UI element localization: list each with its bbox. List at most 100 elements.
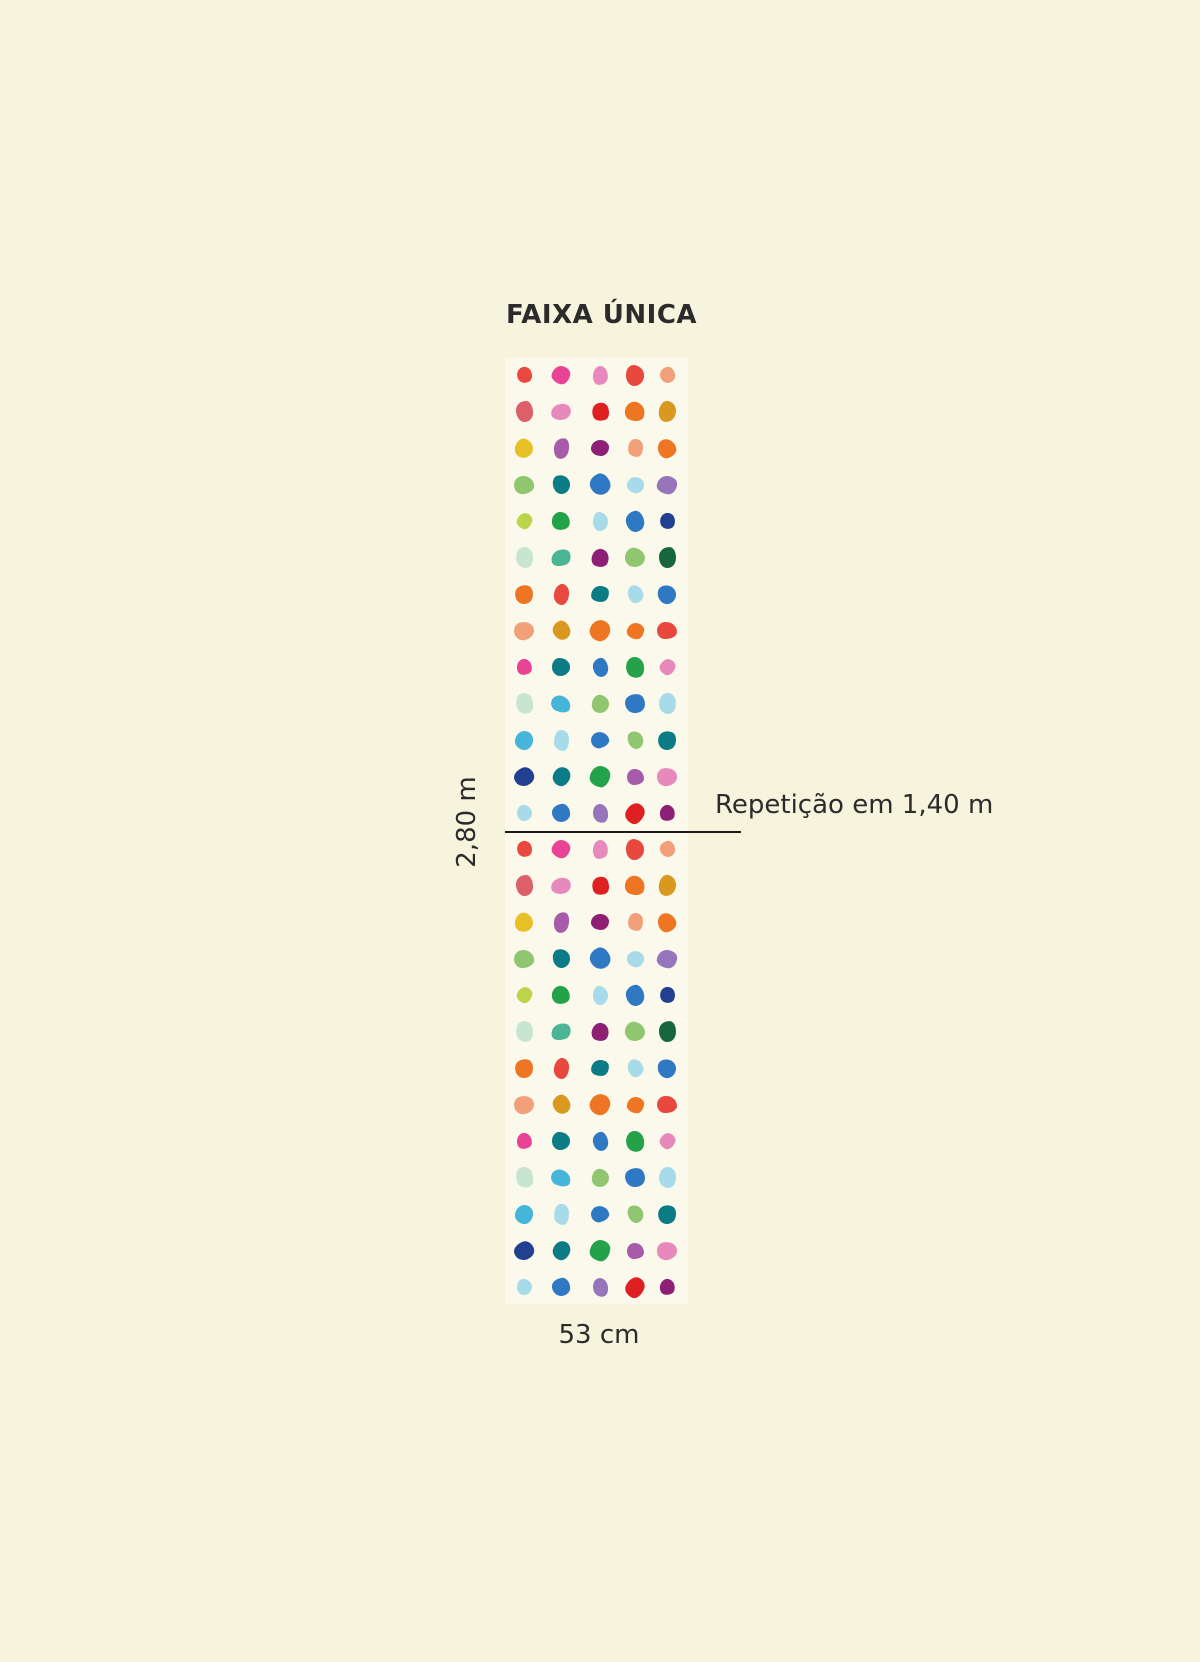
pattern-dot bbox=[655, 728, 679, 752]
pattern-dot bbox=[626, 912, 644, 932]
pattern-dot bbox=[552, 583, 570, 605]
pattern-dot bbox=[622, 799, 648, 827]
pattern-dot bbox=[512, 1093, 536, 1116]
pattern-dot bbox=[514, 1019, 534, 1044]
pattern-dot bbox=[624, 948, 646, 969]
pattern-dot bbox=[655, 1202, 679, 1226]
pattern-dot bbox=[624, 1203, 646, 1225]
pattern-dot bbox=[589, 874, 611, 897]
pattern-dot bbox=[549, 618, 573, 643]
pattern-dot bbox=[591, 656, 609, 678]
pattern-dot bbox=[623, 1128, 647, 1154]
pattern-dot bbox=[655, 581, 679, 607]
pattern-dot bbox=[622, 1273, 648, 1301]
pattern-dot bbox=[589, 546, 611, 569]
pattern-dot bbox=[591, 838, 609, 860]
pattern-dot bbox=[513, 582, 535, 606]
pattern-dot bbox=[622, 399, 648, 424]
pattern-dot bbox=[549, 838, 573, 860]
pattern-dot bbox=[590, 439, 610, 457]
pattern-dot bbox=[548, 1166, 574, 1189]
pattern-dot bbox=[655, 1055, 679, 1081]
pattern-dot bbox=[550, 803, 572, 823]
pattern-dot bbox=[658, 365, 676, 385]
pattern-dot bbox=[512, 619, 536, 642]
pattern-dot bbox=[590, 1059, 610, 1077]
pattern-dot bbox=[512, 691, 536, 716]
pattern-dot bbox=[657, 621, 677, 640]
pattern-dot bbox=[514, 729, 534, 751]
pattern-dot bbox=[592, 985, 608, 1005]
diagram-title: FAIXA ÚNICA bbox=[506, 300, 698, 330]
pattern-dot bbox=[624, 509, 646, 533]
pattern-dot bbox=[625, 583, 645, 605]
pattern-dot bbox=[656, 656, 678, 678]
pattern-dot bbox=[512, 435, 536, 461]
pattern-dot bbox=[591, 1130, 609, 1152]
pattern-dot bbox=[513, 838, 535, 860]
pattern-dot bbox=[515, 1131, 533, 1151]
pattern-dot bbox=[511, 1238, 537, 1263]
pattern-dot bbox=[624, 693, 646, 714]
pattern-dot bbox=[658, 1020, 676, 1043]
pattern-dot bbox=[550, 764, 572, 789]
pattern-dot bbox=[625, 364, 645, 386]
pattern-dot bbox=[588, 1238, 612, 1263]
pattern-dot bbox=[589, 1167, 611, 1188]
pattern-dot bbox=[514, 545, 534, 570]
pattern-dot bbox=[550, 473, 572, 496]
pattern-dot bbox=[513, 1056, 535, 1080]
pattern-dot bbox=[515, 657, 533, 677]
pattern-dot bbox=[552, 1057, 570, 1079]
pattern-dot bbox=[657, 984, 677, 1006]
pattern-dot bbox=[589, 730, 611, 750]
pattern-dot bbox=[622, 873, 648, 898]
repeat-label: Repetição em 1,40 m bbox=[715, 790, 994, 820]
pattern-dot bbox=[626, 1242, 644, 1259]
pattern-dot bbox=[549, 1092, 573, 1117]
pattern-dot bbox=[588, 764, 612, 789]
pattern-dot bbox=[656, 948, 678, 969]
pattern-dot bbox=[658, 1166, 676, 1189]
pattern-dot bbox=[590, 913, 610, 931]
pattern-dot bbox=[655, 910, 679, 934]
repeat-line bbox=[505, 831, 741, 833]
pattern-dot bbox=[549, 364, 573, 386]
pattern-dot bbox=[656, 1240, 678, 1261]
pattern-dot bbox=[656, 1130, 678, 1152]
pattern-dot bbox=[592, 511, 608, 531]
pattern-dot bbox=[548, 692, 574, 715]
pattern-dot bbox=[658, 692, 676, 715]
pattern-dot bbox=[549, 875, 573, 896]
pattern-dot bbox=[552, 729, 570, 751]
pattern-dot bbox=[658, 546, 676, 569]
pattern-dot bbox=[515, 874, 533, 897]
pattern-dot bbox=[586, 471, 614, 498]
pattern-dot bbox=[624, 729, 646, 751]
pattern-dot bbox=[549, 401, 573, 422]
pattern-dot bbox=[624, 1167, 646, 1188]
pattern-dot bbox=[550, 1277, 572, 1297]
pattern-dot bbox=[623, 654, 647, 680]
pattern-dot bbox=[625, 1057, 645, 1079]
pattern-dot bbox=[626, 438, 644, 458]
pattern-dot bbox=[550, 947, 572, 970]
pattern-dot bbox=[591, 364, 609, 386]
pattern-dot bbox=[549, 1020, 573, 1043]
pattern-dot bbox=[590, 1275, 610, 1299]
pattern-dot bbox=[550, 511, 572, 531]
pattern-dot bbox=[624, 474, 646, 495]
pattern-dot bbox=[512, 909, 536, 935]
pattern-dot bbox=[552, 1203, 570, 1225]
pattern-dot bbox=[590, 585, 610, 603]
pattern-dot bbox=[512, 1165, 536, 1190]
pattern-dot bbox=[586, 945, 614, 972]
pattern-dot bbox=[516, 804, 532, 822]
pattern-dot bbox=[624, 983, 646, 1007]
pattern-dot bbox=[513, 474, 535, 495]
pattern-dot bbox=[589, 693, 611, 714]
height-label: 2,80 m bbox=[452, 776, 482, 868]
pattern-dot bbox=[589, 1020, 611, 1043]
pattern-dot bbox=[515, 400, 533, 423]
pattern-dot bbox=[656, 766, 678, 787]
